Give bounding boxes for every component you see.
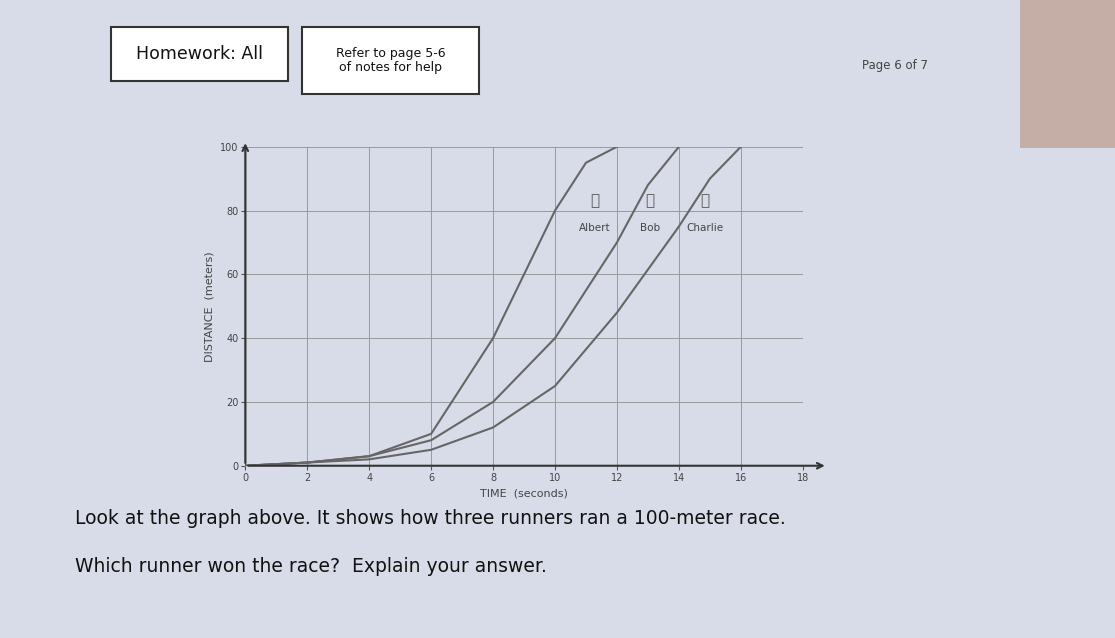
Text: Albert: Albert — [579, 223, 611, 233]
FancyBboxPatch shape — [112, 27, 288, 81]
Text: Charlie: Charlie — [687, 223, 724, 233]
Text: Bob: Bob — [640, 223, 660, 233]
FancyBboxPatch shape — [302, 27, 479, 94]
X-axis label: TIME  (seconds): TIME (seconds) — [481, 488, 568, 498]
Text: 🏃: 🏃 — [700, 193, 709, 208]
Text: Look at the graph above. It shows how three runners ran a 100-meter race.: Look at the graph above. It shows how th… — [75, 508, 786, 528]
FancyBboxPatch shape — [1020, 0, 1115, 148]
Text: Refer to page 5-6
of notes for help: Refer to page 5-6 of notes for help — [336, 47, 445, 75]
Text: Page 6 of 7: Page 6 of 7 — [862, 59, 928, 71]
Text: 🏃: 🏃 — [646, 193, 655, 208]
Y-axis label: DISTANCE  (meters): DISTANCE (meters) — [204, 251, 214, 362]
Text: Which runner won the race?  Explain your answer.: Which runner won the race? Explain your … — [75, 556, 546, 575]
Text: Homework: All: Homework: All — [136, 45, 263, 63]
Text: 🏃: 🏃 — [591, 193, 600, 208]
